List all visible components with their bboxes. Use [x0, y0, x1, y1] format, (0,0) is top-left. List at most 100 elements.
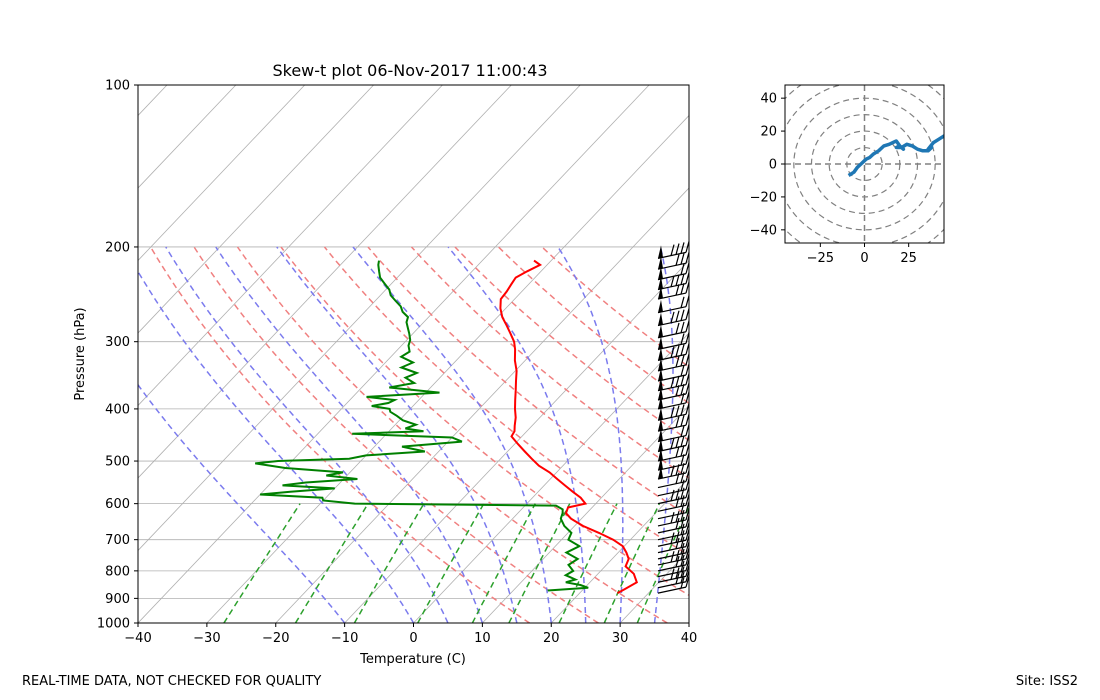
x-tick-label: 40	[681, 631, 698, 646]
x-tick-label: 10	[474, 631, 491, 646]
isotherm-line	[827, 85, 1100, 623]
dry-adiabat-line	[367, 246, 689, 518]
data-quality-notice: REAL-TIME DATA, NOT CHECKED FOR QUALITY	[22, 674, 322, 689]
moist-adiabat-line	[352, 246, 553, 623]
y-tick-label: 600	[105, 497, 130, 512]
moist-adiabat-line	[215, 246, 484, 623]
y-tick-label: 200	[105, 240, 130, 255]
x-tick-label: −30	[193, 631, 220, 646]
isotherm-line	[275, 187, 689, 623]
isotherm-line	[138, 85, 581, 552]
wind-barb	[657, 443, 690, 462]
isotherm-line	[206, 114, 689, 623]
y-axis-ticks: 100 200 300 400 500 600 700 800 900 1000	[97, 79, 138, 632]
isotherm-line	[0, 85, 29, 623]
mixing-ratio-line	[558, 503, 618, 623]
isotherm-line	[344, 259, 689, 623]
wind-barb	[657, 486, 690, 505]
hodograph-y-ticks: 40 20 0 −20 −40	[750, 92, 785, 238]
isotherm-line	[138, 85, 650, 623]
dry-adiabat-line	[497, 246, 689, 405]
x-tick-label: 20	[543, 631, 560, 646]
isotherm-line	[138, 85, 374, 334]
wind-barb	[657, 403, 690, 421]
dry-adiabat-line	[280, 246, 689, 597]
temperature-profile	[499, 259, 639, 594]
hodograph-plot-area	[785, 85, 944, 243]
x-axis-ticks: −40 −30 −20 −10 0 10 20 30 40	[124, 623, 697, 646]
isotherm-line	[138, 85, 443, 407]
x-axis-label: Temperature (C)	[359, 652, 466, 667]
wind-barbs	[657, 241, 690, 594]
chart-title: Skew-t plot 06-Nov-2017 11:00:43	[272, 61, 547, 80]
wind-barb	[657, 424, 690, 443]
dry-adiabat-line	[410, 246, 689, 479]
mixing-ratio-line	[353, 503, 425, 623]
x-tick-label: −20	[262, 631, 289, 646]
y-tick-label: 500	[105, 455, 130, 470]
wind-barb	[657, 434, 690, 453]
x-tick-label: −10	[331, 631, 358, 646]
x-tick-label: 30	[612, 631, 629, 646]
wind-barb	[657, 565, 690, 583]
isotherm-line	[413, 332, 689, 623]
wind-barb	[657, 553, 690, 572]
wind-barb	[657, 508, 690, 527]
y-tick-label: 900	[105, 592, 130, 607]
dry-adiabat-line	[454, 246, 689, 442]
wind-barb	[657, 281, 690, 300]
hodograph-x-ticks: −25 0 25	[807, 243, 917, 266]
hodograph-x-tick-label: 0	[860, 251, 868, 266]
mixing-ratio-line	[603, 503, 661, 623]
hodograph-x-tick-label: 25	[900, 251, 917, 266]
y-tick-label: 800	[105, 564, 130, 579]
y-tick-label: 100	[105, 79, 130, 94]
moist-adiabat-line	[557, 246, 624, 623]
dewpoint-profile	[255, 260, 589, 592]
isotherm-line	[688, 622, 689, 623]
y-tick-label: 400	[105, 402, 130, 417]
wind-barb	[657, 272, 690, 291]
mixing-ratio-lines	[223, 503, 689, 623]
isotherm-lines	[0, 85, 1100, 623]
isotherm-line	[550, 477, 689, 623]
dry-adiabat-line	[149, 246, 531, 623]
moist-adiabat-line	[653, 246, 674, 623]
y-axis-label: Pressure (hPa)	[73, 307, 88, 400]
isotherm-line	[138, 85, 512, 479]
wind-barb	[657, 308, 690, 327]
y-tick-label: 1000	[97, 617, 130, 632]
isotherm-line	[482, 404, 689, 623]
wind-barb	[657, 353, 690, 372]
x-tick-label: 0	[409, 631, 417, 646]
isotherm-line	[758, 85, 1100, 623]
hodograph-y-tick-label: −40	[750, 223, 777, 238]
wind-barb	[657, 241, 690, 259]
mixing-ratio-line	[294, 503, 369, 623]
moist-adiabat-line	[138, 270, 415, 623]
wind-barb	[657, 382, 690, 401]
wind-barb	[657, 252, 690, 270]
hodograph-y-tick-label: 0	[769, 158, 777, 173]
isotherm-line	[138, 85, 306, 262]
skewt-plot-area	[0, 85, 1100, 623]
y-tick-label: 700	[105, 533, 130, 548]
hodograph-y-tick-label: 40	[760, 92, 777, 107]
site-label: Site: ISS2	[1015, 674, 1078, 689]
mixing-ratio-line	[223, 503, 301, 623]
hodograph-wind-trace	[847, 133, 944, 177]
wind-barb	[657, 373, 690, 392]
mixing-ratio-line	[417, 503, 485, 623]
moist-adiabat-line	[447, 246, 587, 623]
isotherm-line	[138, 85, 237, 189]
dry-adiabat-line	[236, 246, 668, 623]
moist-adiabat-line	[138, 383, 346, 623]
hodograph-y-tick-label: 20	[760, 125, 777, 140]
hodograph-x-tick-label: −25	[807, 251, 834, 266]
hodograph-y-tick-label: −20	[750, 190, 777, 205]
wind-barb	[657, 320, 690, 339]
dry-adiabat-line	[323, 246, 689, 557]
moist-adiabat-line	[276, 246, 518, 623]
x-tick-label: −40	[124, 631, 151, 646]
